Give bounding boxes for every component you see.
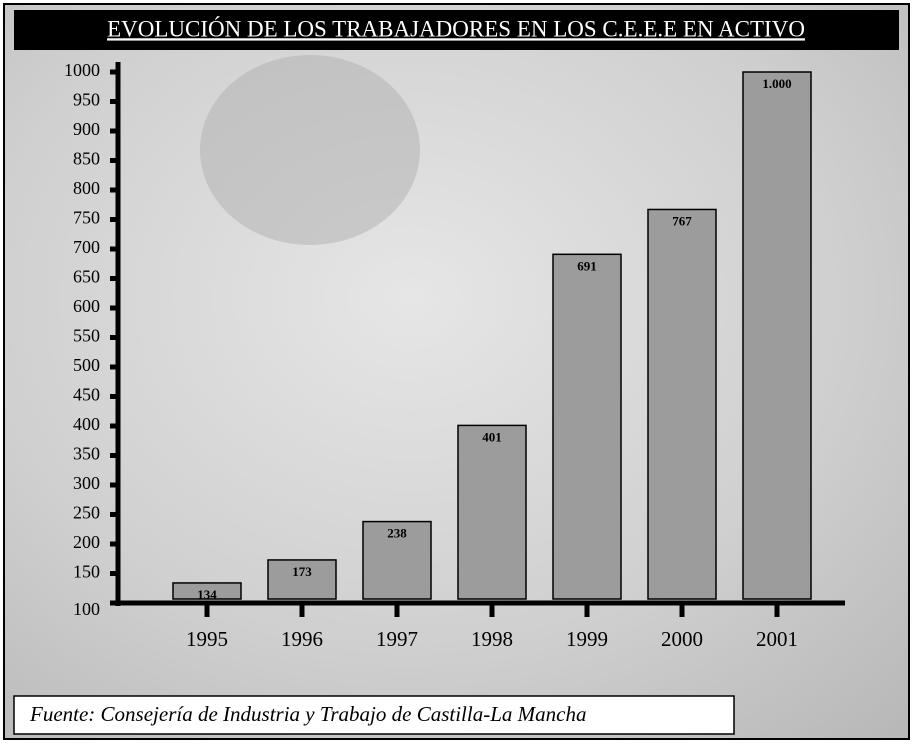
y-tick-label: 300 [73, 473, 100, 493]
value-label: 134 [197, 587, 217, 602]
x-tick-label: 2001 [756, 627, 798, 651]
y-tick-label: 250 [73, 503, 100, 523]
y-tick-label: 900 [73, 119, 100, 139]
x-tick-label: 1998 [471, 627, 513, 651]
y-tick-label: 850 [73, 149, 100, 169]
y-tick-label: 800 [73, 178, 100, 198]
x-tick-label: 1997 [376, 627, 418, 651]
photo-shade [200, 55, 420, 245]
x-tick-label: 2000 [661, 627, 703, 651]
bar [648, 209, 716, 599]
y-tick-label: 600 [73, 296, 100, 316]
y-tick-label: 400 [73, 414, 100, 434]
y-tick-label: 650 [73, 267, 100, 287]
value-label: 173 [292, 564, 312, 579]
y-tick-label: 550 [73, 326, 100, 346]
value-label: 238 [387, 526, 407, 541]
y-tick-label: 500 [73, 355, 100, 375]
y-tick-label: 450 [73, 385, 100, 405]
y-tick-label: 350 [73, 444, 100, 464]
value-label: 1.000 [762, 76, 791, 91]
x-tick-label: 1996 [281, 627, 323, 651]
y-tick-label: 700 [73, 237, 100, 257]
value-label: 691 [577, 258, 597, 273]
bar [553, 254, 621, 599]
x-tick-label: 1995 [186, 627, 228, 651]
y-tick-label: 750 [73, 208, 100, 228]
chart: EVOLUCIÓN DE LOS TRABAJADORES EN LOS C.E… [0, 0, 913, 743]
x-tick-label: 1999 [566, 627, 608, 651]
y-tick-label: 150 [73, 562, 100, 582]
y-tick-label: 950 [73, 90, 100, 110]
chart-title: EVOLUCIÓN DE LOS TRABAJADORES EN LOS C.E… [107, 15, 805, 41]
source: Fuente: Consejería de Industria y Trabaj… [29, 702, 586, 726]
bar [743, 72, 811, 599]
y-tick-label: 200 [73, 532, 100, 552]
y-tick-label: 100 [73, 599, 100, 619]
value-label: 401 [482, 429, 502, 444]
value-label: 767 [672, 213, 692, 228]
y-tick-label: 1000 [64, 60, 100, 80]
bar [458, 425, 526, 599]
